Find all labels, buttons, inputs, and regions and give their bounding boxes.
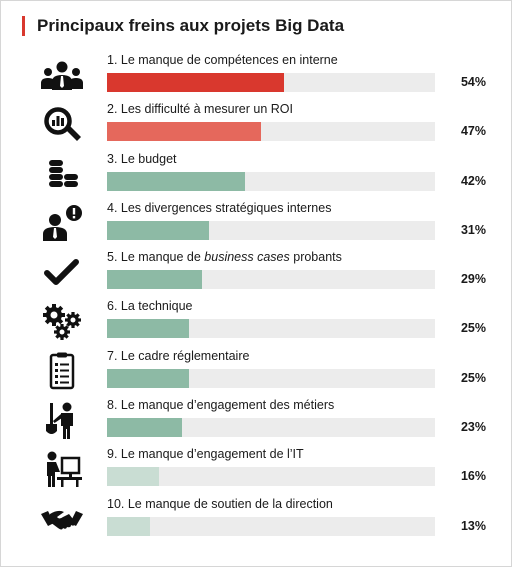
bar <box>107 220 209 240</box>
bar-row: 10. Le manque de soutien de la direction… <box>0 493 514 542</box>
bar-row: 4. Les divergences stratégiques internes… <box>0 197 514 246</box>
bar-value-label: 13% <box>460 518 486 533</box>
bar-label: 3. Le budget <box>107 152 177 167</box>
bar-label-text: 2. Les difficulté à mesurer un ROI <box>107 102 293 117</box>
bar-track <box>107 122 435 142</box>
bar <box>107 73 285 92</box>
bar-track <box>107 270 435 290</box>
bar-value-label: 25% <box>460 321 486 336</box>
bar-row: 9. Le manque d’engagement de l’IT 16% <box>0 443 514 492</box>
bar-label-text: 7. Le cadre réglementaire <box>107 348 250 363</box>
person-computer-icon <box>40 449 84 489</box>
title-accent-bar <box>22 16 25 36</box>
bar-track <box>107 220 435 240</box>
bar-label-text: 6. La technique <box>107 299 193 314</box>
bar <box>107 270 203 290</box>
handshake-icon <box>40 499 84 539</box>
bar-track <box>107 516 435 536</box>
bar-row: 1. Le manque de compétences en interne 54… <box>0 49 514 98</box>
bar-track <box>107 368 435 388</box>
bar-rows: 1. Le manque de compétences en interne 54… <box>0 49 514 542</box>
bar-row: 5. Le manque de business cases probants 2… <box>0 246 514 295</box>
bar <box>107 467 160 487</box>
bar <box>107 171 245 191</box>
gears-icon <box>40 301 84 341</box>
bar-track <box>107 467 435 487</box>
magnifier-chart-icon <box>40 104 84 144</box>
bar-label: 6. La technique <box>107 299 193 314</box>
bar-row: 8. Le manque d’engagement des métiers 23% <box>0 394 514 443</box>
bar-label-text: 10. Le manque de soutien de la direction <box>107 496 333 511</box>
bar-label-text: 8. Le manque d’engagement des métiers <box>107 398 335 413</box>
bar-value-label: 29% <box>460 272 486 287</box>
bar <box>107 516 150 536</box>
bar-row: 6. La technique 25% <box>0 295 514 344</box>
chart-title: Principaux freins aux projets Big Data <box>37 16 345 35</box>
bar-track <box>107 171 435 191</box>
bar-value-label: 16% <box>460 469 486 484</box>
bar-label-text: 3. Le budget <box>107 151 177 166</box>
bar-row: 2. Les difficulté à mesurer un ROI 47% <box>0 98 514 147</box>
bar-label: 9. Le manque d’engagement de l’IT <box>107 447 304 462</box>
bar-value-label: 47% <box>460 124 486 139</box>
bar-value-label: 31% <box>460 222 486 237</box>
bar <box>107 368 189 388</box>
clipboard-icon <box>40 351 84 391</box>
bar-label: 1. Le manque de compétences en interne <box>107 53 338 68</box>
checkmark-icon <box>40 252 84 292</box>
coins-icon <box>40 154 84 194</box>
bar-label-emphasis: business cases <box>204 250 290 265</box>
bar <box>107 418 183 438</box>
bar-track <box>107 73 435 92</box>
bar-value-label: 42% <box>460 173 486 188</box>
bar-label: 8. Le manque d’engagement des métiers <box>107 398 334 413</box>
bar-label-text: 9. Le manque d’engagement de l’IT <box>107 447 304 462</box>
bar-label: 4. Les divergences stratégiques internes <box>107 201 331 216</box>
team-icon <box>40 55 84 95</box>
bar-track <box>107 418 435 438</box>
bar-value-label: 25% <box>460 370 486 385</box>
bar-label: 7. Le cadre réglementaire <box>107 349 249 364</box>
bar-label: 10. Le manque de soutien de la direction <box>107 497 333 512</box>
bar-track <box>107 319 435 339</box>
bar <box>107 319 189 339</box>
bar-label: 5. Le manque de business cases probants <box>107 250 342 265</box>
bar-label-text: 5. Le manque de <box>107 250 205 265</box>
bar <box>107 122 262 142</box>
bar-row: 7. Le cadre réglementaire 25% <box>0 345 514 394</box>
bar-label-text: probants <box>289 250 342 265</box>
bar-row: 3. Le budget 42% <box>0 148 514 197</box>
bar-label-text: 4. Les divergences stratégiques internes <box>107 200 332 215</box>
bar-label-text: 1. Le manque de compétences en interne <box>107 53 338 67</box>
bar-value-label: 54% <box>460 75 486 89</box>
bar-value-label: 23% <box>460 420 486 435</box>
bar-label: 2. Les difficulté à mesurer un ROI <box>107 102 293 117</box>
person-alert-icon <box>40 203 84 243</box>
worker-shovel-icon <box>40 400 84 440</box>
